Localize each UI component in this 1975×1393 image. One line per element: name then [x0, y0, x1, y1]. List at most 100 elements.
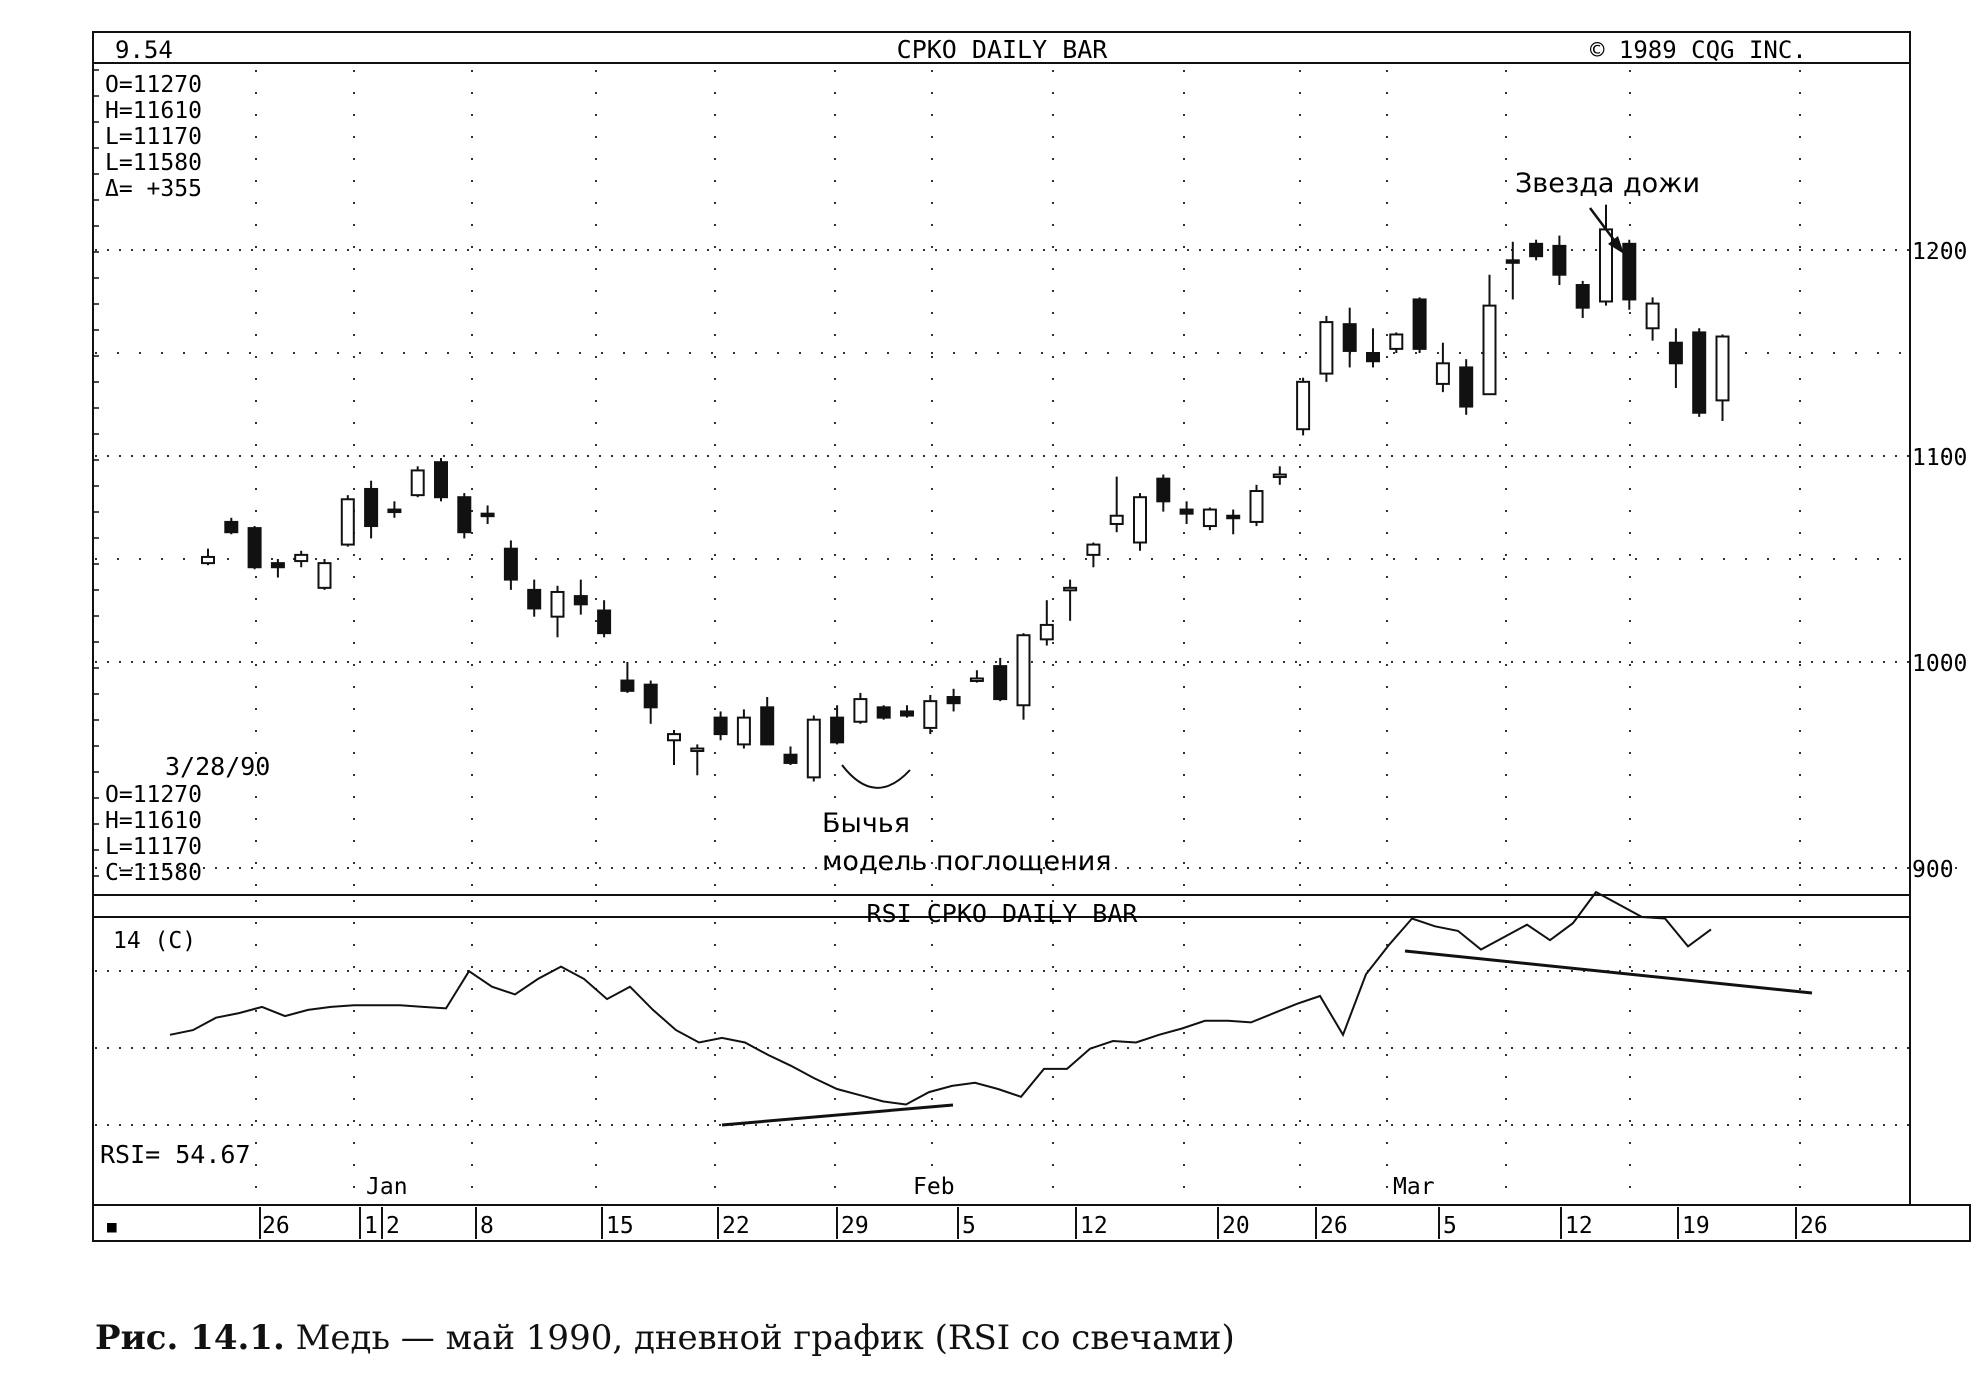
price-panel-frame [92, 31, 1911, 918]
day-label: 20 [1222, 1213, 1250, 1239]
day-label: 8 [480, 1213, 494, 1239]
rsi-lines [169, 890, 1813, 1127]
candle-body-white [1039, 623, 1054, 641]
candle-body-white [1109, 514, 1124, 525]
candle-body-white [1715, 335, 1730, 402]
candle-body-black [573, 595, 588, 606]
engulfing-label-line1: Бычья [822, 808, 910, 839]
rsi-bottom-trendline [721, 1103, 954, 1127]
day-label: 29 [841, 1213, 869, 1239]
candle-body-white [340, 498, 355, 546]
candle-body-black [876, 706, 891, 719]
candle-body-white [969, 677, 984, 682]
day-label: 12 [1565, 1213, 1593, 1239]
month-label: Feb [913, 1174, 955, 1200]
candle-body-black [1668, 341, 1683, 365]
header-left-code: 9.54 [115, 36, 173, 64]
candle-body-white [317, 562, 332, 589]
candle-body-black [364, 487, 379, 528]
day-label: 1 [364, 1213, 378, 1239]
candle-body-black [713, 716, 728, 736]
candle-body-white [1599, 228, 1613, 303]
candle-body-black [247, 527, 262, 569]
candle-body-black [1342, 323, 1357, 352]
candle-body-white [1435, 362, 1450, 385]
ohlc-top-change: Δ= +355 [105, 176, 202, 202]
candle-body-black [503, 547, 518, 581]
day-label: 22 [722, 1213, 750, 1239]
price-tick-labels: 1200 1100 1000 900 [1912, 239, 1967, 883]
candle-body-black [783, 753, 798, 764]
candle-body-white [667, 733, 681, 742]
candle-body-black [1226, 514, 1241, 520]
ohlc-top-last: L=11580 [105, 150, 202, 176]
day-label: 26 [1320, 1213, 1348, 1239]
ohlc-bottom-close: C=11580 [105, 860, 202, 886]
caption-label: Рис. 14.1. [95, 1318, 285, 1358]
candle-body-black [620, 679, 635, 692]
candle-body-black [1366, 352, 1380, 363]
ohlc-bottom-date: 3/28/90 [165, 752, 270, 781]
ohlc-bottom-open: O=11270 [105, 782, 202, 808]
day-label: 2 [386, 1213, 400, 1239]
candle-body-white [1296, 380, 1311, 431]
candle-body-black [946, 696, 961, 705]
rsi-title: RSI CPKO DAILY BAR [867, 899, 1139, 928]
candle-body-black [830, 716, 845, 744]
candle-body-white [690, 747, 705, 753]
price-tick-label: 900 [1912, 857, 1954, 883]
price-tick-label: 1100 [1912, 445, 1967, 471]
copyright: © 1989 CQG INC. [1590, 36, 1807, 64]
chart-title: CPKO DAILY BAR [897, 35, 1109, 64]
ohlc-top-open: O=11270 [105, 72, 202, 98]
date-axis-labels: Jan Feb Mar 26 1 2 8 15 22 29 5 12 20 26 5 12 19 26 ■ [107, 1174, 1828, 1239]
rsi-period: 14 (C) [113, 928, 196, 954]
candle-body-black [1505, 259, 1520, 264]
candle-body-white [1202, 508, 1217, 528]
ohlc-top-low: L=11170 [105, 124, 202, 150]
candle-body-white [1063, 586, 1078, 592]
candle-body-black [224, 520, 239, 534]
month-label: Jan [366, 1174, 408, 1200]
candle-body-white [1249, 490, 1264, 523]
day-label: 12 [1080, 1213, 1108, 1239]
ohlc-bottom-high: H=11610 [105, 808, 202, 834]
candle-body-white [410, 469, 425, 497]
candle-body-black [270, 562, 285, 569]
day-label: 26 [1800, 1213, 1828, 1239]
candle-body-black [480, 512, 495, 518]
candle-body-black [1622, 242, 1637, 301]
candle-body-black [527, 588, 542, 610]
rsi-panel-frame [92, 894, 1911, 1206]
candle-body-black [993, 665, 1008, 701]
price-tick-label: 1000 [1912, 651, 1967, 677]
caption-text: Медь — май 1990, дневной график (RSI со … [284, 1318, 1235, 1358]
candle-body-black [1529, 242, 1544, 258]
gridlines [93, 69, 1960, 1200]
candles [201, 204, 1730, 782]
candle-body-white [1086, 543, 1101, 556]
candle-body-white [1272, 473, 1287, 479]
price-tick-label: 1200 [1912, 239, 1967, 265]
candle-body-white [923, 700, 938, 729]
candle-body-white [1482, 304, 1497, 396]
candle-body-black [457, 496, 472, 534]
candle-body-white [853, 698, 868, 723]
candle-body-black [434, 461, 448, 499]
candle-body-black [1552, 244, 1567, 276]
candle-body-white [1319, 321, 1334, 375]
candle-body-white [1645, 302, 1660, 330]
candle-body-black [597, 609, 612, 635]
engulfing-label-line2: модель поглощения [822, 846, 1112, 877]
candle-body-white [550, 590, 565, 618]
candle-body-white [806, 718, 821, 779]
figure-caption: Рис. 14.1. Медь — май 1990, дневной граф… [95, 1318, 1235, 1358]
candle-body-black [1179, 508, 1194, 515]
candle-body-black [900, 710, 914, 717]
engulfing-arc [841, 764, 911, 789]
month-label: Mar [1393, 1174, 1435, 1200]
candle-body-white [1016, 634, 1031, 707]
rsi-line [169, 890, 1712, 1106]
